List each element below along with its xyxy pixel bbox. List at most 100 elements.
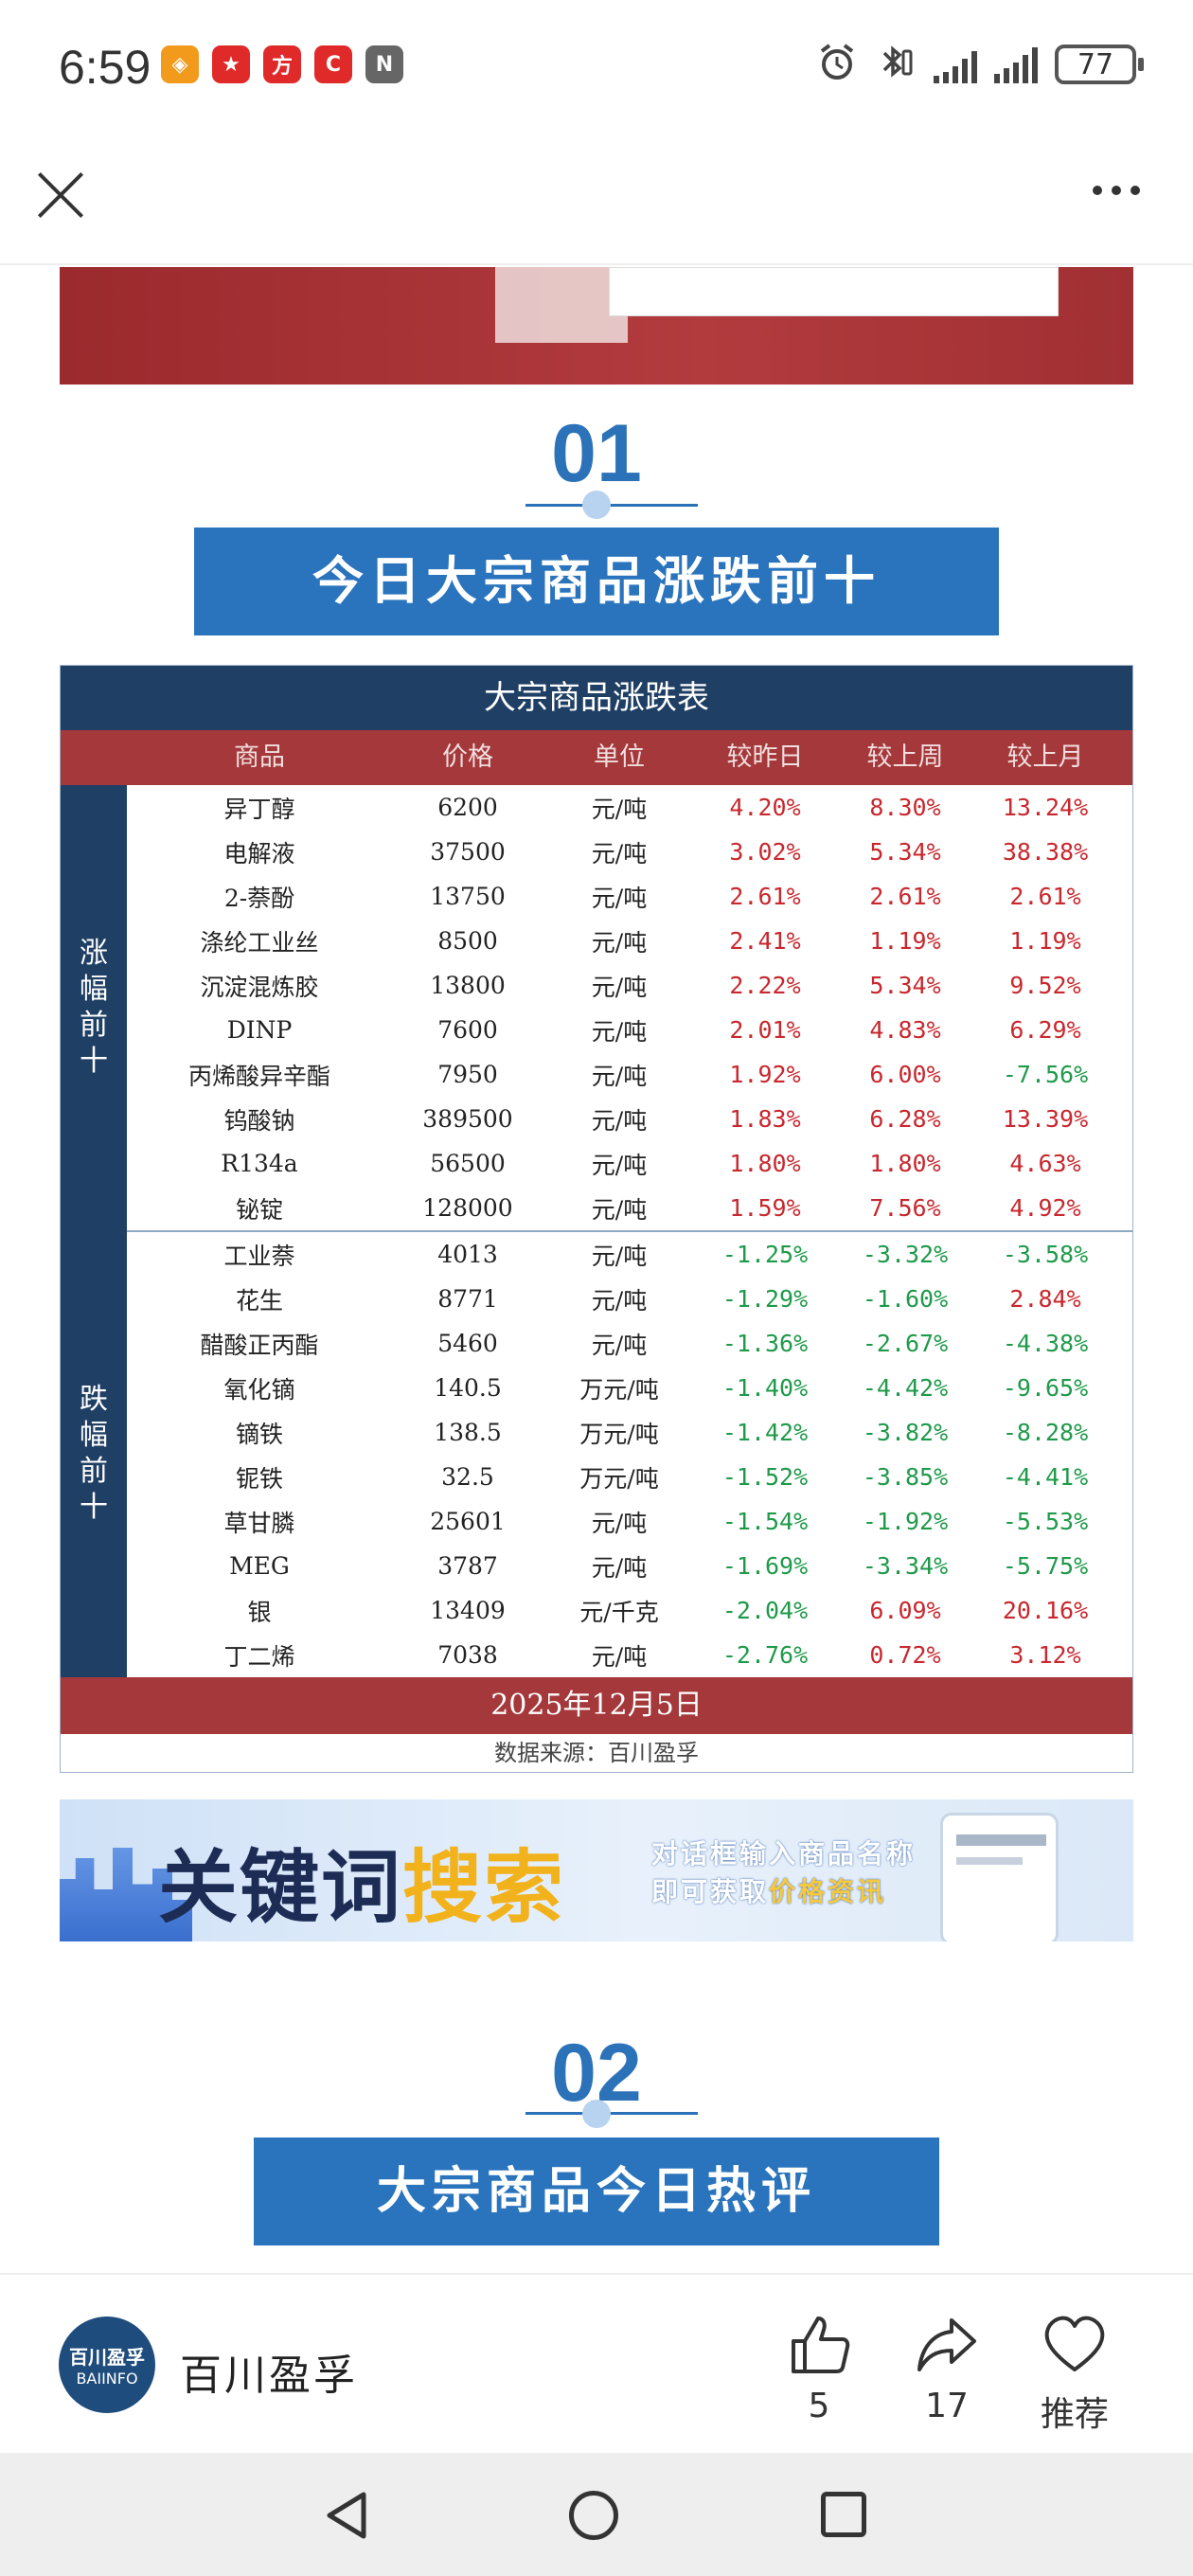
cell-month-change: 3.12% bbox=[1009, 1641, 1081, 1669]
section-1-divider bbox=[525, 504, 698, 507]
cell-unit: 元/吨 bbox=[591, 1242, 648, 1270]
alarm-icon bbox=[816, 42, 858, 87]
article-content[interactable]: 01 今日大宗商品涨跌前十 大宗商品涨跌表 商品 价格 单位 较昨日 较上周 较… bbox=[0, 267, 1193, 2273]
cellular-signal-1-icon bbox=[934, 45, 977, 83]
system-navigation-bar bbox=[0, 2453, 1193, 2576]
cell-month-change: 2.84% bbox=[1009, 1285, 1081, 1313]
cell-price: 7600 bbox=[437, 1016, 498, 1044]
cell-price: 8771 bbox=[437, 1285, 498, 1313]
section-1-title: 今日大宗商品涨跌前十 bbox=[194, 528, 999, 635]
cell-month-change: 6.29% bbox=[1009, 1016, 1081, 1044]
header-unit: 单位 bbox=[594, 742, 645, 772]
cell-price: 128000 bbox=[422, 1194, 513, 1222]
table-row: 2-萘酚 13750 元/吨 2.61% 2.61% 2.61% bbox=[127, 874, 1132, 919]
section-1-dot bbox=[582, 491, 611, 519]
cell-price: 7950 bbox=[437, 1061, 498, 1088]
cell-day-change: -1.25% bbox=[721, 1241, 809, 1268]
share-count: 17 bbox=[925, 2387, 969, 2425]
cell-week-change: 6.28% bbox=[869, 1105, 941, 1133]
cell-unit: 元/吨 bbox=[591, 1017, 648, 1046]
table-row: 氧化镝 140.5 万元/吨 -1.40% -4.42% -9.65% bbox=[127, 1366, 1132, 1410]
share-button[interactable]: 17 bbox=[895, 2313, 999, 2425]
search-banner-subtitle: 对话框输入商品名称 即可获取价格资讯 bbox=[651, 1838, 917, 1907]
cell-unit: 万元/吨 bbox=[579, 1375, 659, 1404]
cell-name: 涤纶工业丝 bbox=[200, 928, 319, 957]
section-2-title: 大宗商品今日热评 bbox=[254, 2138, 939, 2245]
recent-apps-icon[interactable] bbox=[821, 2492, 866, 2537]
table-row: 草甘膦 25601 元/吨 -1.54% -1.92% -5.53% bbox=[127, 1499, 1132, 1544]
c-app-icon: C bbox=[314, 45, 352, 83]
cell-unit: 元/吨 bbox=[591, 1553, 648, 1582]
cell-unit: 元/吨 bbox=[591, 839, 648, 868]
back-icon[interactable] bbox=[322, 2489, 369, 2546]
gainers-label: 涨幅前十 bbox=[61, 785, 127, 1230]
cell-day-change: 2.61% bbox=[729, 883, 801, 910]
cell-month-change: -3.58% bbox=[1002, 1241, 1089, 1268]
cell-name: 草甘膦 bbox=[223, 1509, 295, 1537]
cell-week-change: -3.82% bbox=[862, 1419, 949, 1446]
recommend-button[interactable]: 推荐 bbox=[1023, 2313, 1127, 2436]
cell-day-change: -1.52% bbox=[721, 1463, 809, 1491]
cell-week-change: 2.61% bbox=[869, 883, 941, 910]
cell-month-change: 13.39% bbox=[1002, 1105, 1089, 1133]
header-day: 较昨日 bbox=[726, 742, 804, 772]
cell-unit: 元/吨 bbox=[591, 795, 648, 823]
cell-name: MEG bbox=[229, 1552, 290, 1580]
author-avatar[interactable]: 百川盈孚 BAIINFO bbox=[59, 2317, 155, 2413]
close-icon[interactable] bbox=[34, 169, 87, 222]
cell-name: 氧化镝 bbox=[223, 1375, 295, 1404]
home-icon[interactable] bbox=[569, 2491, 618, 2540]
cell-day-change: -1.36% bbox=[721, 1330, 809, 1357]
table-row: 镝铁 138.5 万元/吨 -1.42% -3.82% -8.28% bbox=[127, 1410, 1132, 1455]
cell-day-change: -1.29% bbox=[721, 1285, 809, 1313]
table-row: 丙烯酸异辛酯 7950 元/吨 1.92% 6.00% -7.56% bbox=[127, 1052, 1132, 1097]
cell-day-change: 1.83% bbox=[729, 1105, 801, 1133]
cell-price: 140.5 bbox=[434, 1374, 502, 1402]
cell-week-change: 4.83% bbox=[869, 1016, 941, 1044]
cell-week-change: -1.92% bbox=[862, 1508, 949, 1535]
cell-unit: 万元/吨 bbox=[579, 1420, 659, 1448]
table-date: 2025年12月5日 bbox=[61, 1677, 1132, 1734]
nfc-icon: N bbox=[365, 45, 403, 83]
share-icon bbox=[917, 2318, 976, 2371]
top-banner-image bbox=[60, 267, 1133, 385]
cell-name: 铌铁 bbox=[235, 1464, 283, 1493]
cell-name: 钨酸钠 bbox=[223, 1106, 295, 1135]
like-button[interactable]: 5 bbox=[767, 2313, 871, 2425]
table-row: 异丁醇 6200 元/吨 4.20% 8.30% 13.24% bbox=[127, 785, 1132, 830]
phone-illustration bbox=[940, 1813, 1059, 1941]
section-2-divider bbox=[525, 2112, 698, 2115]
author-name[interactable]: 百川盈孚 bbox=[180, 2352, 358, 2400]
cell-unit: 元/吨 bbox=[591, 1286, 648, 1315]
more-options-icon[interactable] bbox=[1093, 186, 1140, 195]
cell-price: 3787 bbox=[437, 1552, 498, 1580]
table-row: 涤纶工业丝 8500 元/吨 2.41% 1.19% 1.19% bbox=[127, 919, 1132, 963]
cell-week-change: 7.56% bbox=[869, 1194, 941, 1222]
cell-name: 沉淀混炼胶 bbox=[200, 973, 319, 1001]
cell-price: 8500 bbox=[437, 927, 498, 955]
cell-month-change: 38.38% bbox=[1002, 838, 1089, 866]
keyword-search-banner[interactable]: 关键词搜索 对话框输入商品名称 即可获取价格资讯 bbox=[60, 1799, 1133, 1941]
table-row: R134a 56500 元/吨 1.80% 1.80% 4.63% bbox=[127, 1141, 1132, 1186]
cell-week-change: -3.32% bbox=[862, 1241, 949, 1268]
table-row: 钨酸钠 389500 元/吨 1.83% 6.28% 13.39% bbox=[127, 1097, 1132, 1141]
cell-price: 13800 bbox=[430, 972, 506, 999]
cell-unit: 元/千克 bbox=[579, 1598, 659, 1626]
cell-name: 异丁醇 bbox=[223, 795, 295, 823]
table-row: 铋锭 128000 元/吨 1.59% 7.56% 4.92% bbox=[127, 1186, 1132, 1230]
losers-label: 跌幅前十 bbox=[61, 1230, 127, 1677]
cell-month-change: -7.56% bbox=[1002, 1061, 1089, 1088]
section-1-number: 01 bbox=[551, 408, 642, 499]
cell-unit: 元/吨 bbox=[591, 928, 648, 957]
gainers-rows: 异丁醇 6200 元/吨 4.20% 8.30% 13.24% 电解液 37500 元/吨 3.0… bbox=[127, 785, 1132, 1230]
finance-app-icon: 方 bbox=[263, 45, 301, 83]
cell-price: 4013 bbox=[437, 1241, 498, 1268]
cell-day-change: 1.59% bbox=[729, 1194, 801, 1222]
cell-price: 13750 bbox=[430, 883, 506, 910]
status-time: 6:59 bbox=[59, 41, 151, 94]
cell-price: 32.5 bbox=[441, 1463, 494, 1491]
cell-name: 工业萘 bbox=[223, 1242, 295, 1270]
cellular-signal-2-icon bbox=[994, 45, 1038, 83]
section-2-dot bbox=[582, 2100, 611, 2128]
cell-day-change: 1.80% bbox=[729, 1150, 801, 1177]
